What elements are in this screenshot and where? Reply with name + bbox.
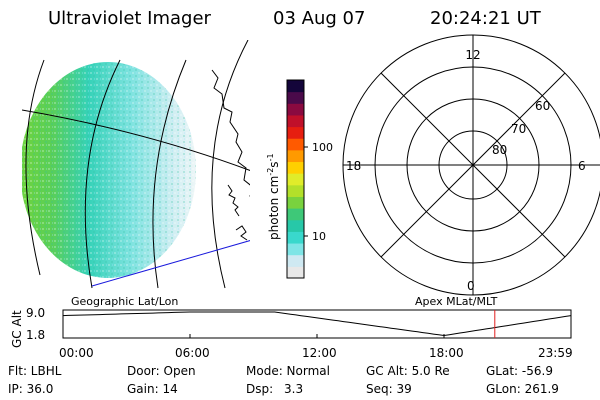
timeline-ymin: 1.8 bbox=[26, 328, 45, 342]
timeline-tick-label: 00:00 bbox=[59, 346, 94, 360]
glat-label: GLat: -56.9 bbox=[486, 364, 553, 378]
timeline-ylabel: GC Alt bbox=[10, 310, 24, 348]
colorbar-segment bbox=[287, 126, 304, 139]
auroral-emission bbox=[22, 62, 196, 278]
altitude-curve bbox=[62, 311, 572, 337]
date-label: 03 Aug 07 bbox=[273, 8, 366, 29]
gain-label: Gain: 14 bbox=[127, 382, 178, 396]
apex-title: Apex MLat/MLT bbox=[415, 295, 498, 308]
colorbar-segment bbox=[287, 138, 304, 151]
colorbar-segment bbox=[287, 103, 304, 116]
colorbar-unit-label: photon cm-2s-1 bbox=[266, 153, 281, 240]
colorbar-segment bbox=[287, 173, 304, 186]
colorbar-tick-10: 10 bbox=[312, 230, 326, 243]
glon-label: GLon: 261.9 bbox=[486, 382, 559, 396]
colorbar-segment bbox=[287, 114, 304, 128]
auroral-image-panel bbox=[22, 40, 250, 289]
mlt-label-0: 0 bbox=[467, 279, 475, 293]
mode-label: Mode: Normal bbox=[246, 364, 330, 378]
colorbar-segment bbox=[287, 161, 304, 174]
mlt-label-6: 6 bbox=[578, 159, 586, 173]
colorbar-segment bbox=[287, 243, 304, 256]
latitude-line bbox=[22, 109, 250, 172]
timeline-tick-labels: 00:00 06:00 12:00 18:00 23:59 bbox=[59, 346, 573, 360]
mlat-label-80: 80 bbox=[492, 143, 507, 157]
dsp-label: Dsp: bbox=[246, 382, 274, 396]
colorbar-segment bbox=[287, 208, 304, 221]
mlt-label-18: 18 bbox=[346, 159, 361, 173]
colorbar-segment bbox=[287, 184, 304, 197]
timeline-tick-label: 23:59 bbox=[538, 346, 573, 360]
mlat-label-70: 70 bbox=[511, 122, 526, 136]
seq-label: Seq: 39 bbox=[366, 382, 412, 396]
colorbar-segment bbox=[287, 254, 304, 267]
timeline-ymax: 9.0 bbox=[26, 306, 45, 320]
ip-label: IP: 36.0 bbox=[8, 382, 54, 396]
mlt-label-12: 12 bbox=[465, 48, 480, 62]
colorbar bbox=[286, 79, 305, 279]
colorbar-segment bbox=[287, 196, 304, 209]
dsp-value: 3.3 bbox=[284, 382, 304, 396]
mlat-label-60: 60 bbox=[535, 99, 550, 113]
geographic-title: Geographic Lat/Lon bbox=[71, 295, 178, 308]
filter-label: Flt: LBHL bbox=[8, 364, 62, 378]
coastline-path bbox=[211, 69, 250, 197]
longitude-line bbox=[25, 59, 45, 276]
timeline-tick-label: 12:00 bbox=[302, 346, 337, 360]
colorbar-segment bbox=[287, 91, 304, 104]
terminator-line bbox=[91, 240, 250, 287]
door-label: Door: Open bbox=[127, 364, 196, 378]
colorbar-tick-100: 100 bbox=[312, 141, 333, 154]
colorbar-segment bbox=[287, 266, 304, 279]
colorbar-segment bbox=[287, 149, 304, 163]
polar-plot bbox=[342, 34, 600, 296]
colorbar-segment bbox=[287, 231, 304, 244]
colorbar-segment bbox=[287, 80, 304, 93]
colorbar-border bbox=[286, 79, 305, 279]
timeline-tick-label: 18:00 bbox=[429, 346, 464, 360]
time-label: 20:24:21 UT bbox=[430, 8, 541, 29]
instrument-title: Ultraviolet Imager bbox=[48, 8, 211, 29]
colorbar-segment bbox=[287, 219, 304, 232]
timeline-tick-label: 06:00 bbox=[175, 346, 210, 360]
gc-alt-label: GC Alt: 5.0 Re bbox=[366, 364, 450, 378]
